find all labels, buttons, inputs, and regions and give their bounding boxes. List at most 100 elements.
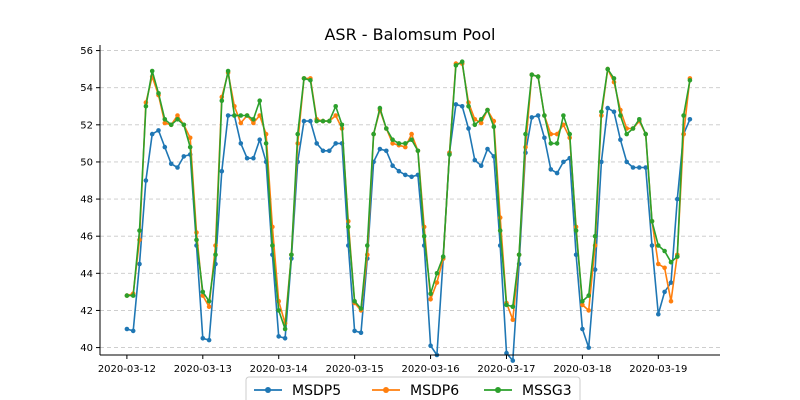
data-point [200,336,206,341]
data-point [289,252,294,258]
data-point [605,66,610,72]
data-point [301,118,307,124]
data-point [668,259,674,265]
data-point [396,168,402,174]
data-point [668,280,674,285]
data-point [371,131,376,137]
data-point [263,141,269,146]
data-point [238,113,244,118]
data-point [308,78,313,83]
data-point [687,78,693,83]
data-point [384,148,389,154]
data-point [181,154,187,159]
data-point [156,91,161,96]
data-point [554,141,560,146]
data-point [662,265,667,271]
data-point [124,326,130,332]
data-point [377,146,383,152]
data-point [384,126,389,131]
data-point [200,289,206,295]
data-point [276,308,282,313]
x-tick-label: 2020-03-18 [553,364,611,375]
data-point [333,104,339,109]
data-point [238,141,244,146]
data-point [162,144,168,150]
data-point [548,167,554,172]
data-point [472,157,478,163]
data-point [478,163,484,168]
data-point [206,337,212,343]
data-point [681,113,686,118]
legend-label: MSSG3 [522,383,572,399]
data-point [238,120,244,126]
data-point [124,293,130,298]
data-point [548,141,554,146]
data-point [643,131,648,137]
data-point [675,254,680,259]
data-point [561,113,566,118]
data-point [573,228,579,233]
data-point [257,113,263,118]
data-point [213,252,218,258]
data-point [497,228,503,233]
data-point [225,113,231,118]
data-point [396,141,402,146]
data-point [175,113,180,118]
data-point [675,196,680,202]
data-point [244,155,250,161]
data-point [618,113,623,118]
data-point [459,104,465,109]
data-point [535,113,541,118]
data-point [377,105,383,111]
data-point [504,350,509,356]
y-ticks: 40 42 44 46 48 50 52 54 56 [80,46,100,354]
data-point [282,326,288,332]
data-point [440,254,446,259]
data-point [668,298,674,304]
data-point [421,233,427,239]
data-point [580,302,585,308]
data-point [611,109,617,115]
data-point [181,122,187,128]
data-point [510,358,516,363]
data-point [187,144,193,150]
data-point [175,165,180,170]
data-point [409,174,414,180]
data-point [251,117,256,122]
data-point [491,124,497,129]
data-point [314,118,320,124]
data-point [415,148,421,154]
x-tick-label: 2020-03-19 [629,364,687,375]
data-point [327,118,332,124]
data-point [542,113,547,118]
data-point [390,163,395,168]
y-tick-label: 54 [80,83,93,94]
data-point [409,137,414,142]
data-point [206,304,212,310]
series-line [126,103,691,362]
data-point [656,243,661,248]
data-point [580,326,585,332]
data-point [529,72,535,77]
data-point [257,137,263,142]
data-point [162,117,168,122]
data-point [270,243,275,248]
x-tick-label: 2020-03-12 [98,364,156,375]
data-point [137,228,142,233]
series-msdp5 [124,102,693,363]
series-mssg3 [124,59,693,332]
data-point [656,261,661,267]
y-tick-label: 56 [80,46,93,57]
data-point [561,159,566,165]
data-point [403,144,408,150]
data-point [352,298,357,304]
data-point [130,293,136,298]
data-point [314,141,320,146]
data-point [649,219,655,224]
data-point [535,74,541,79]
data-point [358,306,364,311]
data-point [592,267,598,272]
data-point [447,152,452,157]
data-point [219,98,225,103]
